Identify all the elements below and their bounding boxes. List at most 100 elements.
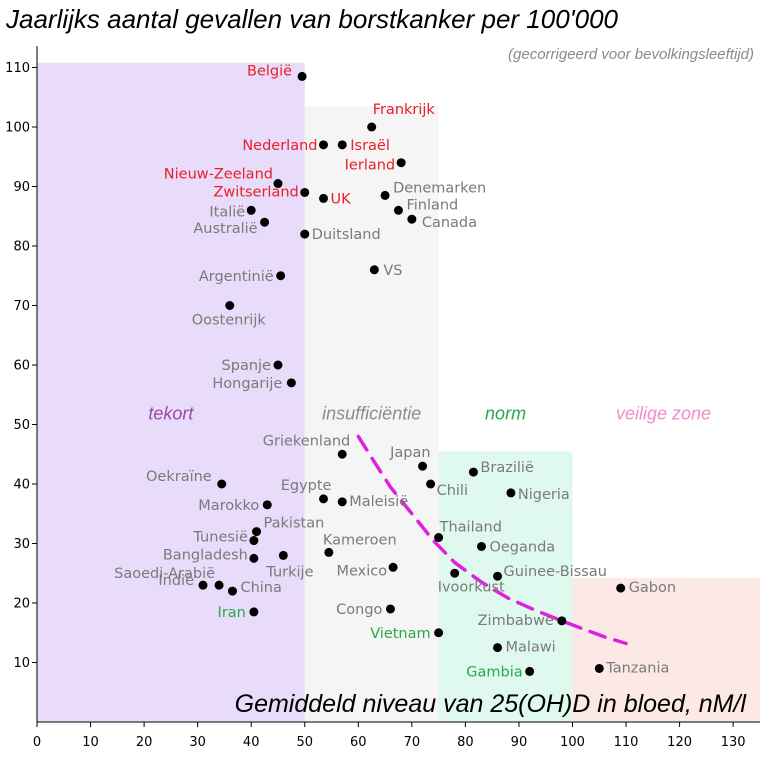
point-label-malawi: Malawi bbox=[506, 640, 556, 656]
point-label-nieuw-zeeland: Nieuw-Zeeland bbox=[164, 167, 273, 183]
x-tick-label: 20 bbox=[136, 735, 153, 750]
data-point-uk bbox=[318, 193, 328, 203]
y-tick-label: 100 bbox=[5, 121, 30, 136]
data-point-spanje bbox=[273, 360, 283, 370]
data-point-guinee-bissau bbox=[493, 571, 503, 581]
zone-tekort bbox=[37, 62, 305, 723]
data-point-vs bbox=[369, 265, 379, 275]
point-label-thailand: Thailand bbox=[439, 520, 502, 536]
data-point-mexico bbox=[388, 562, 398, 572]
data-point-denemarken bbox=[380, 190, 390, 200]
data-point-australie bbox=[260, 217, 270, 227]
point-label-brazilie: Brazilië bbox=[480, 460, 533, 476]
data-point-indie bbox=[198, 580, 208, 590]
point-label-mexico: Mexico bbox=[336, 563, 387, 579]
points-layer bbox=[198, 71, 626, 676]
data-point-oostenrijk bbox=[225, 301, 235, 310]
point-label-guinee-bissau: Guinee-Bissau bbox=[504, 564, 607, 580]
point-label-oeganda: Oeganda bbox=[489, 539, 555, 555]
point-label-japan: Japan bbox=[389, 445, 430, 461]
y-tick-label: 110 bbox=[5, 61, 30, 76]
data-point-frankrijk bbox=[367, 122, 377, 132]
point-label-ierland: Ierland bbox=[345, 158, 395, 174]
point-label-denemarken: Denemarken bbox=[393, 180, 486, 196]
point-label-indie: Indië bbox=[158, 573, 194, 589]
point-label-belgie: België bbox=[247, 63, 292, 79]
point-label-nederland: Nederland bbox=[242, 138, 317, 154]
data-point-hongarije bbox=[286, 378, 296, 388]
x-tick-label: 80 bbox=[457, 735, 474, 750]
x-tick-label: 120 bbox=[667, 735, 692, 750]
point-label-bangladesh: Bangladesh bbox=[163, 547, 248, 563]
data-point-malawi bbox=[493, 643, 503, 653]
x-axis-label: Gemiddeld niveau van 25(OH)D in bloed, n… bbox=[235, 690, 748, 718]
point-label-uk: UK bbox=[330, 191, 351, 207]
data-point-china bbox=[227, 586, 237, 596]
zone-veilige-zone bbox=[572, 578, 760, 722]
x-tick-label: 30 bbox=[189, 735, 206, 750]
zone-label-norm: norm bbox=[485, 404, 526, 424]
y-tick-label: 10 bbox=[13, 656, 30, 671]
data-point-pakistan bbox=[252, 527, 262, 537]
x-tick-label: 40 bbox=[243, 735, 260, 750]
point-label-oostenrijk: Oostenrijk bbox=[192, 313, 267, 329]
y-tick-label: 80 bbox=[13, 240, 30, 255]
point-label-kameroen: Kameroen bbox=[323, 532, 397, 548]
point-label-marokko: Marokko bbox=[198, 498, 259, 514]
point-label-finland: Finland bbox=[406, 197, 458, 213]
point-label-spanje: Spanje bbox=[222, 358, 272, 374]
chart-subtitle: (gecorrigeerd voor bevolkingsleeftijd) bbox=[508, 46, 754, 63]
data-point-tunesie bbox=[249, 536, 259, 546]
point-label-duitsland: Duitsland bbox=[312, 227, 381, 243]
point-label-nigeria: Nigeria bbox=[518, 487, 570, 503]
zone-label-insufficientie: insufficiëntie bbox=[322, 404, 421, 424]
x-tick-label: 70 bbox=[404, 735, 421, 750]
point-label-canada: Canada bbox=[422, 215, 477, 231]
data-point-canada bbox=[407, 214, 417, 224]
point-label-tanzania: Tanzania bbox=[605, 660, 669, 676]
x-tick-label: 90 bbox=[511, 735, 528, 750]
data-point-zimbabwe bbox=[557, 616, 567, 626]
x-tick-label: 60 bbox=[350, 735, 367, 750]
point-label-israel: Israël bbox=[350, 138, 390, 154]
y-tick-label: 60 bbox=[13, 359, 30, 374]
point-label-griekenland: Griekenland bbox=[263, 433, 350, 449]
axes-layer bbox=[36, 46, 760, 723]
data-point-duitsland bbox=[300, 229, 310, 239]
data-point-ierland bbox=[396, 158, 406, 168]
point-label-congo: Congo bbox=[336, 602, 382, 618]
data-point-chili bbox=[426, 479, 436, 489]
point-label-chili: Chili bbox=[437, 483, 468, 499]
data-point-ivoorkust bbox=[450, 568, 460, 578]
data-point-kameroen bbox=[324, 547, 334, 557]
x-tick-label: 100 bbox=[560, 735, 585, 750]
data-point-marokko bbox=[262, 500, 272, 510]
data-point-tanzania bbox=[594, 663, 604, 673]
data-point-gambia bbox=[525, 666, 535, 676]
data-point-japan bbox=[418, 461, 428, 471]
point-label-vs: VS bbox=[383, 263, 402, 279]
point-label-pakistan: Pakistan bbox=[264, 516, 325, 532]
zone-norm bbox=[438, 451, 573, 722]
point-label-ivoorkust: Ivoorkust bbox=[438, 579, 505, 595]
y-tick-label: 40 bbox=[13, 478, 30, 493]
y-tick-label: 70 bbox=[13, 299, 30, 314]
y-tick-label: 30 bbox=[13, 537, 30, 552]
point-label-gabon: Gabon bbox=[629, 580, 676, 596]
data-point-oeganda bbox=[476, 541, 486, 551]
point-label-tunesie: Tunesië bbox=[192, 530, 248, 546]
point-label-saoedi-arabie: Saoedi-Arabië bbox=[114, 566, 215, 582]
data-point-turkije bbox=[278, 550, 288, 560]
data-point-argentinie bbox=[276, 271, 286, 281]
y-tick-label: 50 bbox=[13, 418, 30, 433]
x-tick-label: 110 bbox=[614, 735, 639, 750]
data-point-nederland bbox=[318, 140, 328, 150]
point-label-egypte: Egypte bbox=[281, 478, 332, 494]
point-label-frankrijk: Frankrijk bbox=[373, 102, 436, 118]
data-point-iran bbox=[249, 607, 259, 617]
data-point-maleisie bbox=[337, 497, 347, 507]
data-point-saoedi-arabie bbox=[214, 580, 224, 590]
zone-labels-layer: tekort insufficiëntie norm veilige zone bbox=[148, 404, 711, 424]
data-point-vietnam bbox=[434, 628, 444, 638]
point-label-turkije: Turkije bbox=[265, 564, 313, 580]
